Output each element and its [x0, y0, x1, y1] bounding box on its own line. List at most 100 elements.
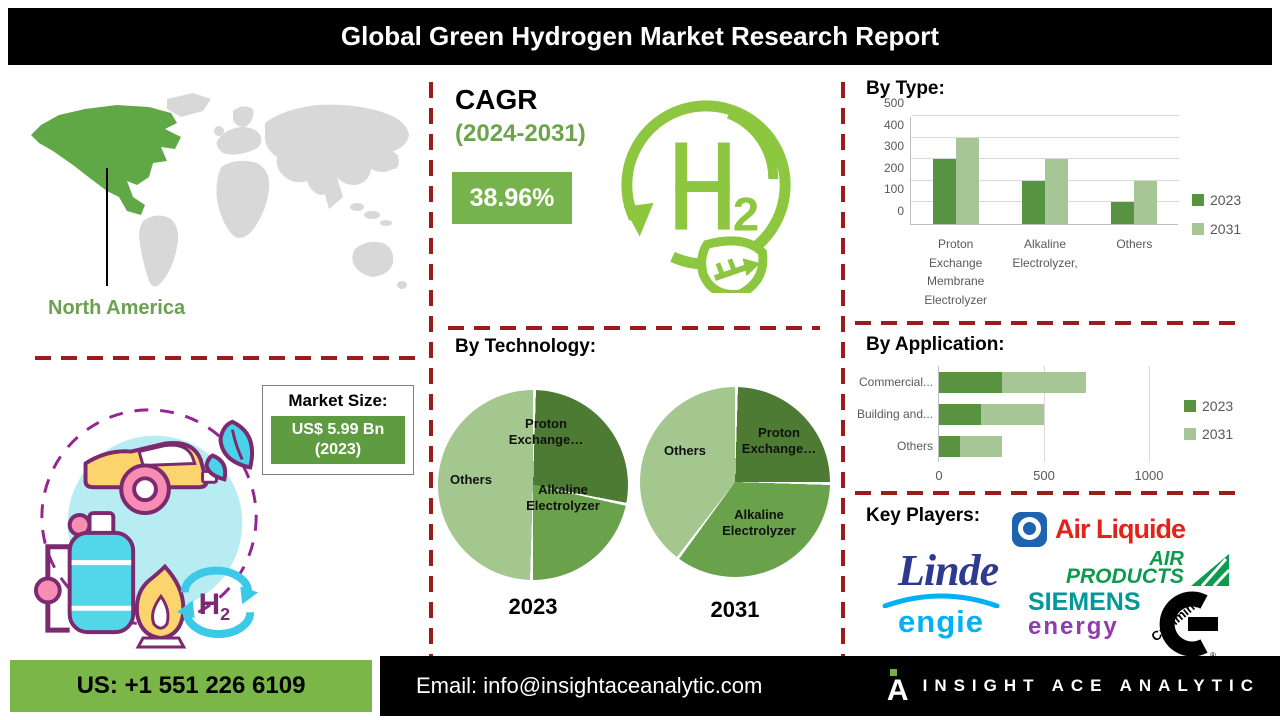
footer-brand: A INSIGHT ACE ANALYTIC	[887, 669, 1260, 706]
pie-slice-label: Others	[450, 472, 492, 487]
legend-by-application-2023: 2023	[1184, 398, 1233, 414]
phone-number: US: +1 551 226 6109	[76, 672, 306, 699]
greenland-shape	[167, 93, 211, 117]
australia-shape	[352, 241, 394, 277]
pie-slice-label: Others	[664, 443, 706, 458]
divider-right-2	[855, 491, 1235, 495]
pie-title-2023: 2023	[508, 594, 558, 619]
legend-by-application-2031: 2031	[1184, 426, 1233, 442]
bar-2031	[1045, 159, 1068, 224]
scandinavia-shape	[233, 106, 254, 127]
south-america-shape	[139, 215, 179, 287]
svg-text:®: ®	[1210, 651, 1216, 660]
legend-label: 2031	[1210, 221, 1242, 237]
hbar-segment-2023	[939, 404, 981, 425]
siemens-energy-wordmark: energy	[1028, 613, 1119, 640]
cagr-period: (2024-2031)	[455, 120, 586, 147]
gridline	[1149, 366, 1150, 462]
engie-arc-icon	[882, 593, 1000, 608]
cagr-heading: CAGR	[455, 84, 538, 115]
air-liquide-icon	[1012, 512, 1047, 547]
arrow-head	[623, 202, 654, 237]
pie-chart-2031: Proton Exchange… Alkaline Electrolyzer O…	[640, 387, 830, 577]
bar-2023	[1111, 202, 1135, 224]
gas-cylinder	[67, 530, 136, 635]
europe-shape	[216, 127, 262, 155]
y-tick-label: 0	[897, 204, 904, 218]
section-title-by-technology: By Technology:	[455, 336, 597, 357]
north-america-region	[31, 105, 181, 215]
market-size-heading: Market Size:	[288, 391, 388, 410]
divider-vertical-left	[429, 82, 433, 656]
hbar-segment-2031	[960, 436, 1002, 457]
h2-circle-logo: 2	[621, 100, 791, 293]
category-label: Proton Exchange Membrane Electrolyzer	[924, 237, 988, 307]
legend-by-type-2031: 2031	[1192, 221, 1241, 237]
hbar-segment-2031	[1002, 372, 1086, 393]
section-title-by-type: By Type:	[866, 78, 945, 99]
logo-linde: Linde	[898, 546, 999, 595]
africa-shape	[216, 160, 270, 238]
divider-middle	[448, 326, 820, 330]
legend-label: 2023	[1210, 192, 1242, 208]
category-label: Others	[1116, 237, 1153, 251]
air-products-wordmark: AIR PRODUCTS	[1066, 548, 1184, 588]
legend-swatch-2023	[1192, 194, 1204, 206]
hydrogen-illustration: H2	[33, 408, 259, 649]
siemens-wordmark: SIEMENS	[1028, 588, 1141, 616]
logo-air-products: AIR PRODUCTS	[1066, 548, 1230, 588]
hbar-category-label: Building and...	[856, 407, 933, 421]
pie-slice-label: Alkaline Electrolyzer	[722, 507, 796, 539]
gridline	[911, 115, 1179, 116]
bar-group	[932, 137, 979, 224]
air-liquide-wordmark: Air Liquide	[1055, 514, 1186, 544]
bar-group	[1111, 180, 1158, 224]
divider-vertical-right	[841, 82, 845, 656]
y-tick-label: 400	[883, 117, 904, 132]
svg-text:2: 2	[733, 189, 759, 242]
brand-a-icon: A	[887, 669, 909, 706]
legend-by-type-2023: 2023	[1192, 192, 1241, 208]
market-size-value: US$ 5.99 Bn (2023)	[271, 416, 405, 464]
brand-green-dot	[889, 669, 897, 676]
leaf-small	[204, 453, 228, 482]
footer-brand-text: INSIGHT ACE ANALYTIC	[922, 676, 1260, 695]
y-tick-label: 500	[883, 96, 904, 110]
cagr-value: 38.96%	[452, 172, 572, 224]
asia-shape	[265, 104, 409, 195]
pie-chart-2023: Proton Exchange… Alkaline Electrolyzer O…	[438, 390, 628, 580]
x-tick-label: 0	[935, 468, 943, 483]
page-title: Global Green Hydrogen Market Research Re…	[340, 21, 940, 51]
legend-label: 2023	[1202, 398, 1234, 414]
title-bar: Global Green Hydrogen Market Research Re…	[8, 8, 1272, 65]
hbar-segment-2023	[939, 372, 1002, 393]
y-tick-label: 200	[883, 160, 904, 175]
bar-2031	[955, 137, 979, 224]
pie-title-2031: 2031	[710, 597, 760, 622]
burner	[135, 636, 187, 649]
section-title-key-players: Key Players:	[866, 505, 981, 526]
category-label: Alkaline Electrolyzer,	[1012, 237, 1078, 270]
hbar-category-label: Others	[896, 439, 933, 453]
y-tick-label: 100	[883, 182, 904, 197]
svg-text:H2: H2	[199, 588, 231, 624]
cummins-c-icon: ®	[1159, 591, 1218, 660]
bar-2031	[1134, 180, 1158, 224]
hbar-category-label: Commercial...	[858, 375, 933, 389]
bar-2023	[932, 159, 956, 224]
region-label: North America	[48, 297, 186, 319]
footer-phone-box: US: +1 551 226 6109	[10, 660, 372, 712]
bar-2023	[1022, 180, 1045, 224]
logo-cummins: ® Cummins	[1152, 588, 1218, 660]
bar-group	[1022, 159, 1068, 224]
map-pointer-line	[106, 168, 108, 286]
market-size-box: Market Size: US$ 5.99 Bn (2023)	[262, 385, 414, 475]
gridline	[1044, 366, 1045, 462]
logo-engie: ENGIE	[876, 592, 1006, 639]
section-title-by-application: By Application:	[866, 334, 1005, 355]
engie-wordmark: ENGIE	[898, 604, 984, 639]
divider-right-1	[855, 321, 1235, 325]
pie-slice-label: Proton Exchange…	[741, 425, 817, 457]
gridline	[911, 136, 1179, 138]
pie-slice-label: Proton Exchange…	[508, 416, 584, 448]
